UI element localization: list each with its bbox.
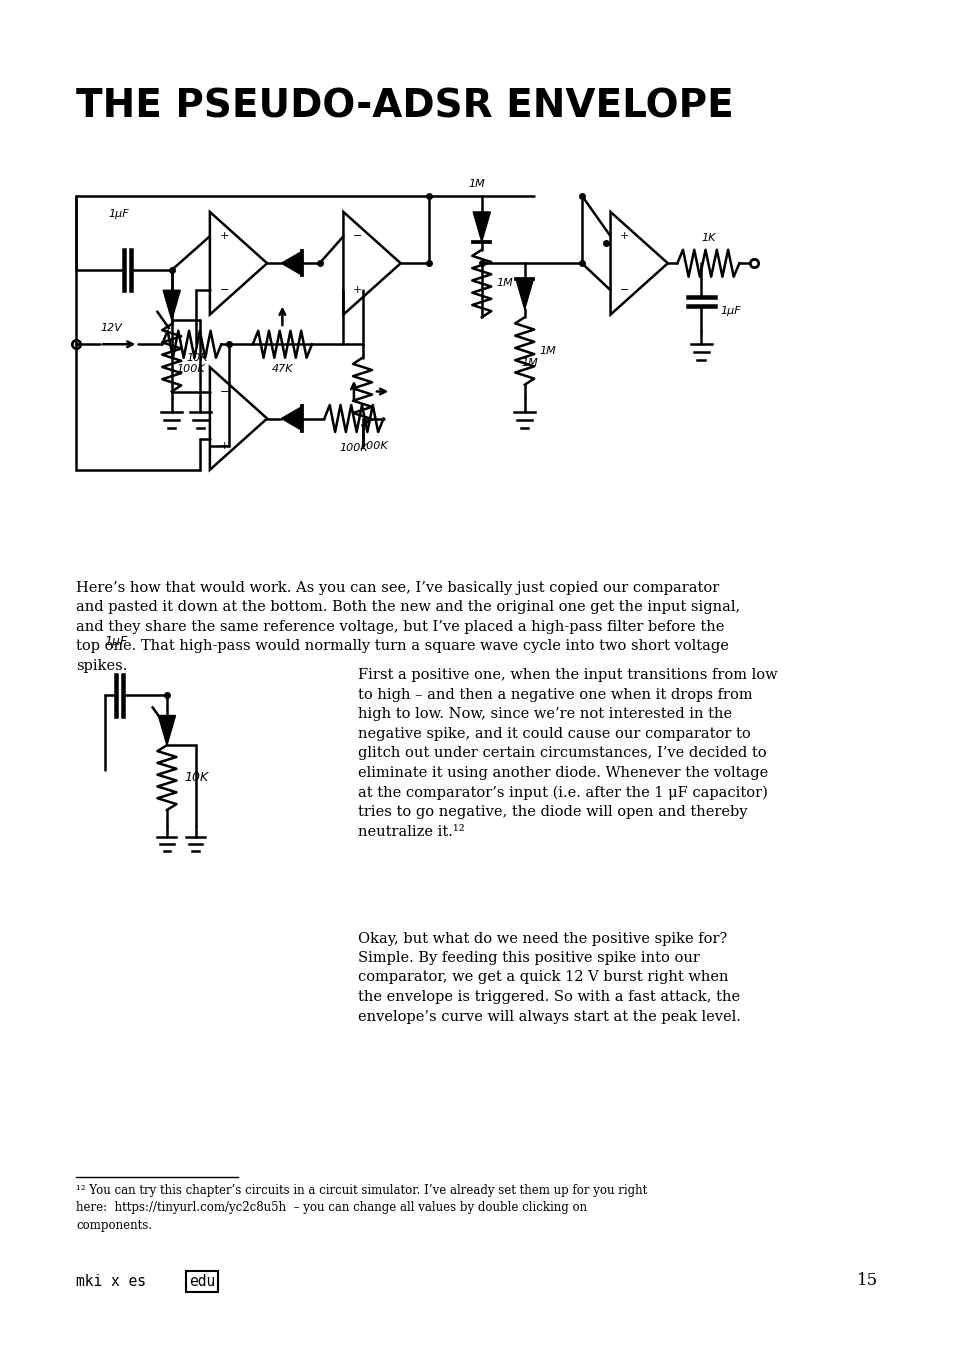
Polygon shape [163, 290, 180, 320]
Polygon shape [473, 212, 490, 242]
Text: 12V: 12V [100, 324, 122, 333]
Text: 1M: 1M [538, 346, 556, 356]
Polygon shape [516, 279, 533, 309]
Text: +: + [619, 231, 629, 242]
Polygon shape [158, 716, 175, 745]
Text: 1μF: 1μF [105, 634, 128, 648]
Text: −: − [619, 285, 629, 296]
Text: 1K: 1K [700, 234, 716, 243]
Text: THE PSEUDO-ADSR ENVELOPE: THE PSEUDO-ADSR ENVELOPE [76, 88, 733, 126]
Text: 100K: 100K [359, 441, 388, 451]
Text: ¹² You can try this chapter’s circuits in a circuit simulator. I’ve already set : ¹² You can try this chapter’s circuits i… [76, 1184, 647, 1233]
Text: edu: edu [189, 1274, 215, 1289]
Text: Okay, but what do we need the positive spike for?
Simple. By feeding this positi: Okay, but what do we need the positive s… [357, 931, 740, 1023]
Text: 100K: 100K [176, 364, 205, 374]
Text: First a positive one, when the input transitions from low
to high – and then a n: First a positive one, when the input tra… [357, 668, 777, 838]
Text: +: + [219, 231, 229, 242]
Text: 47K: 47K [272, 364, 293, 374]
Text: −: − [219, 285, 229, 296]
Text: Here’s how that would work. As you can see, I’ve basically just copied our compa: Here’s how that would work. As you can s… [76, 580, 740, 672]
Text: 15: 15 [856, 1272, 877, 1289]
Text: 10K: 10K [186, 352, 208, 363]
Text: mki x es: mki x es [76, 1274, 146, 1289]
Text: 100K: 100K [339, 443, 368, 452]
Text: 1μF: 1μF [720, 305, 740, 316]
Text: 1M: 1M [468, 180, 485, 189]
Text: 1M: 1M [496, 278, 513, 289]
Text: 1μF: 1μF [109, 209, 130, 219]
Text: 10K: 10K [184, 771, 208, 784]
Text: +: + [219, 440, 229, 451]
Text: 1M: 1M [520, 358, 537, 367]
Text: −: − [353, 231, 362, 242]
Text: +: + [353, 285, 362, 296]
Polygon shape [281, 251, 302, 275]
Text: −: − [219, 386, 229, 397]
Polygon shape [281, 406, 302, 431]
